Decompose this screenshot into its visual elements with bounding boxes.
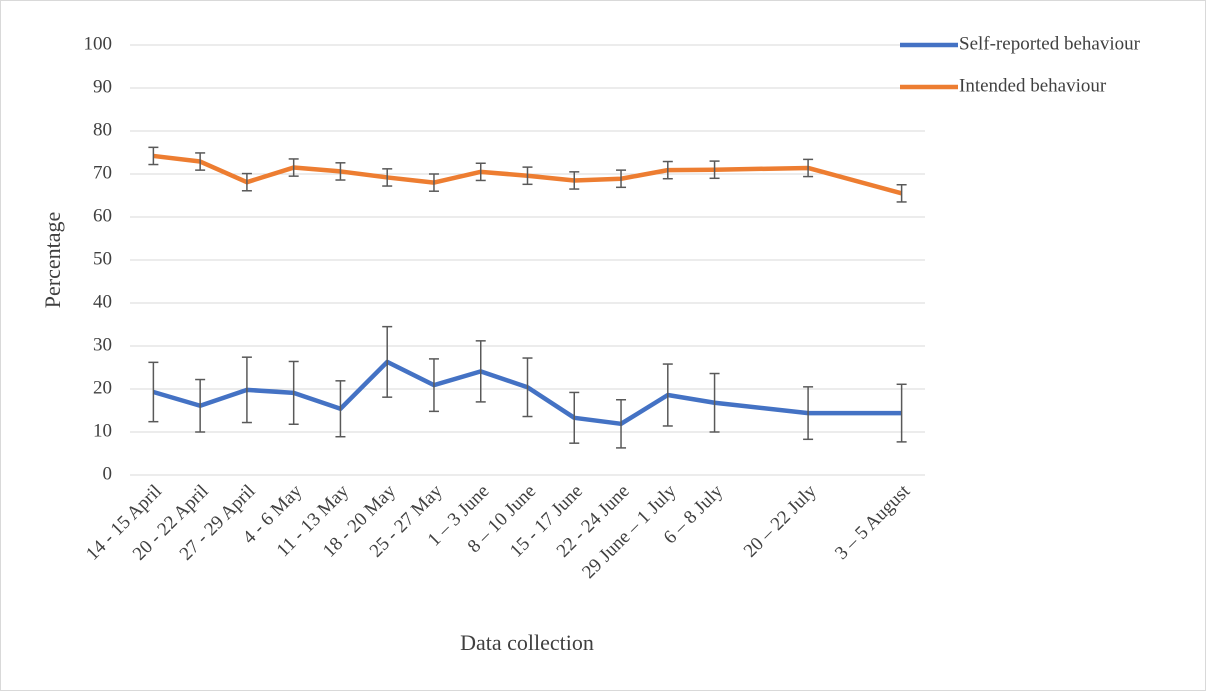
error-bar [896, 383, 907, 443]
error-bar [475, 340, 486, 403]
y-tick-label: 80 [93, 119, 112, 140]
y-tick-label: 20 [93, 377, 112, 398]
y-tick-label: 0 [103, 463, 113, 484]
error-bar [148, 146, 159, 166]
error-bar [288, 158, 299, 177]
error-bar [522, 357, 533, 418]
legend-label: Self-reported behaviour [959, 33, 1141, 54]
y-tick-label: 100 [84, 33, 113, 54]
y-tick-label: 30 [93, 334, 112, 355]
error-bar [803, 158, 814, 178]
error-bar [475, 162, 486, 182]
error-bar [382, 168, 393, 187]
y-tick-label: 10 [93, 420, 112, 441]
error-bar [569, 171, 580, 190]
error-bar [709, 372, 720, 433]
error-bar [195, 378, 206, 433]
error-bar [896, 184, 907, 203]
y-axis-title: Percentage [40, 212, 65, 309]
error-bar [569, 391, 580, 444]
error-bar [382, 325, 393, 398]
x-axis-title: Data collection [460, 630, 594, 655]
y-tick-label: 70 [93, 162, 112, 183]
error-bar [195, 152, 206, 171]
error-bar [241, 172, 252, 192]
error-bar [803, 386, 814, 441]
error-bar [709, 160, 720, 180]
error-bar [616, 169, 627, 189]
error-bar [335, 380, 346, 438]
error-bar [288, 360, 299, 426]
error-bar [662, 160, 673, 180]
error-bar [616, 399, 627, 449]
error-bar [335, 162, 346, 181]
error-bar [522, 166, 533, 186]
legend-label: Intended behaviour [959, 75, 1107, 96]
y-tick-label: 50 [93, 248, 112, 269]
error-bar [241, 356, 252, 424]
y-tick-label: 60 [93, 205, 112, 226]
error-bar [148, 361, 159, 423]
error-bar [662, 363, 673, 427]
y-tick-label: 40 [93, 291, 112, 312]
y-tick-label: 90 [93, 76, 112, 97]
error-bar [428, 173, 439, 192]
error-bar [428, 358, 439, 413]
